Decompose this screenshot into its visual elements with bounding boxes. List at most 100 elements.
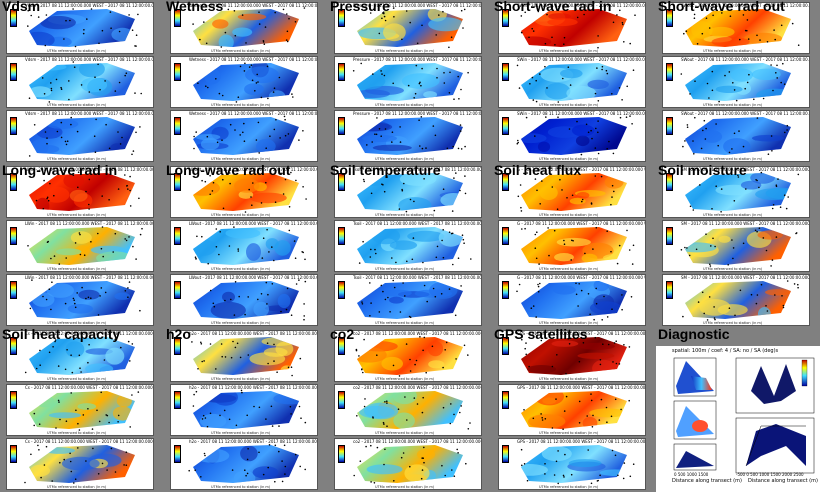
station-point <box>632 69 635 71</box>
station-point <box>70 392 72 394</box>
station-point <box>93 135 96 137</box>
station-point <box>141 227 143 230</box>
station-point <box>373 482 376 484</box>
station-point <box>713 317 716 319</box>
map-panel: Tsoil - 2017 08 11 12:00:00.000 WEST - 2… <box>334 274 482 326</box>
station-point <box>52 346 54 348</box>
field-blob <box>576 192 590 199</box>
station-point <box>42 295 44 298</box>
station-point <box>432 287 435 290</box>
colorbar <box>338 337 345 355</box>
station-point <box>771 150 773 152</box>
station-point <box>215 78 217 80</box>
station-point <box>595 287 597 290</box>
station-point <box>100 247 103 250</box>
field-blob <box>357 72 386 90</box>
station-point <box>24 481 26 484</box>
station-point <box>415 64 418 67</box>
map-panel: SWin - 2017 08 11 12:00:00.000 WEST - 20… <box>498 56 646 108</box>
station-point <box>63 38 65 40</box>
station-point <box>46 196 49 199</box>
station-point <box>562 428 564 430</box>
x-axis-label: UTMx referenced to station (in m) <box>211 213 271 217</box>
station-point <box>693 17 696 19</box>
station-point <box>590 129 592 132</box>
station-point <box>384 19 387 22</box>
field-blob <box>29 86 52 98</box>
station-point <box>295 179 297 182</box>
station-point <box>535 257 538 260</box>
station-point <box>517 141 519 144</box>
station-point <box>33 124 36 126</box>
station-point <box>610 203 612 206</box>
field-blob <box>381 356 403 371</box>
field-blob <box>568 459 602 468</box>
field-blob <box>383 23 406 42</box>
field-blob <box>364 402 399 420</box>
station-point <box>386 176 388 178</box>
station-point <box>212 181 215 184</box>
station-point <box>409 198 412 201</box>
station-point <box>539 282 541 285</box>
station-point <box>230 298 232 301</box>
station-point <box>581 200 583 203</box>
field-blob <box>581 253 598 263</box>
station-point <box>586 415 588 417</box>
map-panel: Vdsm - 2017 08 11 12:00:00.000 WEST - 20… <box>6 2 154 54</box>
plot-tile: GPS satellites GPS - 2017 08 11 12:00:00.… <box>492 326 656 492</box>
station-point <box>715 123 717 125</box>
interpolation-map <box>352 62 469 101</box>
station-point <box>39 364 41 366</box>
station-point <box>233 314 236 316</box>
panel-title: Cs - 2017 08 11 12:00:00.000 WEST - 2017… <box>25 331 154 336</box>
station-point <box>205 85 207 87</box>
tile-title: Soil moisture <box>658 162 747 178</box>
x-axis-label: UTMx referenced to station (in m) <box>211 431 271 435</box>
station-point <box>30 453 32 456</box>
map-panel: co2 - 2017 08 11 12:00:00.000 WEST - 201… <box>334 384 482 436</box>
station-point <box>127 188 129 190</box>
station-point <box>422 349 424 352</box>
field-blob <box>70 231 92 244</box>
station-point <box>258 23 261 25</box>
station-point <box>629 42 631 45</box>
station-point <box>436 77 438 79</box>
station-point <box>591 426 594 428</box>
station-point <box>114 90 117 92</box>
station-point <box>594 92 597 95</box>
map-panel: GPS - 2017 08 11 12:00:00.000 WEST - 201… <box>498 438 646 490</box>
interpolation-map <box>516 281 633 321</box>
station-point <box>616 14 618 16</box>
station-point <box>74 478 77 480</box>
x-axis-label: UTMx referenced to station (in m) <box>375 49 435 53</box>
field-blob <box>80 77 108 93</box>
station-point <box>283 444 286 447</box>
station-point <box>124 174 126 176</box>
station-point <box>224 356 227 358</box>
station-point <box>358 262 361 264</box>
station-point <box>138 197 140 200</box>
station-point <box>411 258 414 261</box>
station-point <box>776 64 778 67</box>
panel-title: Cs - 2017 08 11 12:00:00.000 WEST - 2017… <box>25 385 154 390</box>
field-blob <box>554 253 574 262</box>
station-point <box>68 80 70 82</box>
station-point <box>248 66 251 68</box>
tile-title: Soil temperature <box>330 162 441 178</box>
station-point <box>561 189 563 191</box>
map-panel: Cs - 2017 08 11 12:00:00.000 WEST - 2017… <box>6 330 154 382</box>
map-panel: SWin - 2017 08 11 12:00:00.000 WEST - 20… <box>498 2 646 54</box>
station-point <box>431 345 434 348</box>
station-point <box>746 81 749 84</box>
station-point <box>292 96 294 98</box>
station-point <box>421 24 423 27</box>
station-point <box>110 447 113 450</box>
x-axis-label: UTMx referenced to station (in m) <box>47 49 107 53</box>
station-point <box>758 227 761 229</box>
station-point <box>117 414 120 417</box>
station-point <box>395 261 397 264</box>
field-blob <box>730 68 753 82</box>
x-axis-label: UTMx referenced to station (in m) <box>703 157 763 161</box>
station-point <box>221 94 224 97</box>
tile-title: Short-wave rad in <box>494 0 612 14</box>
